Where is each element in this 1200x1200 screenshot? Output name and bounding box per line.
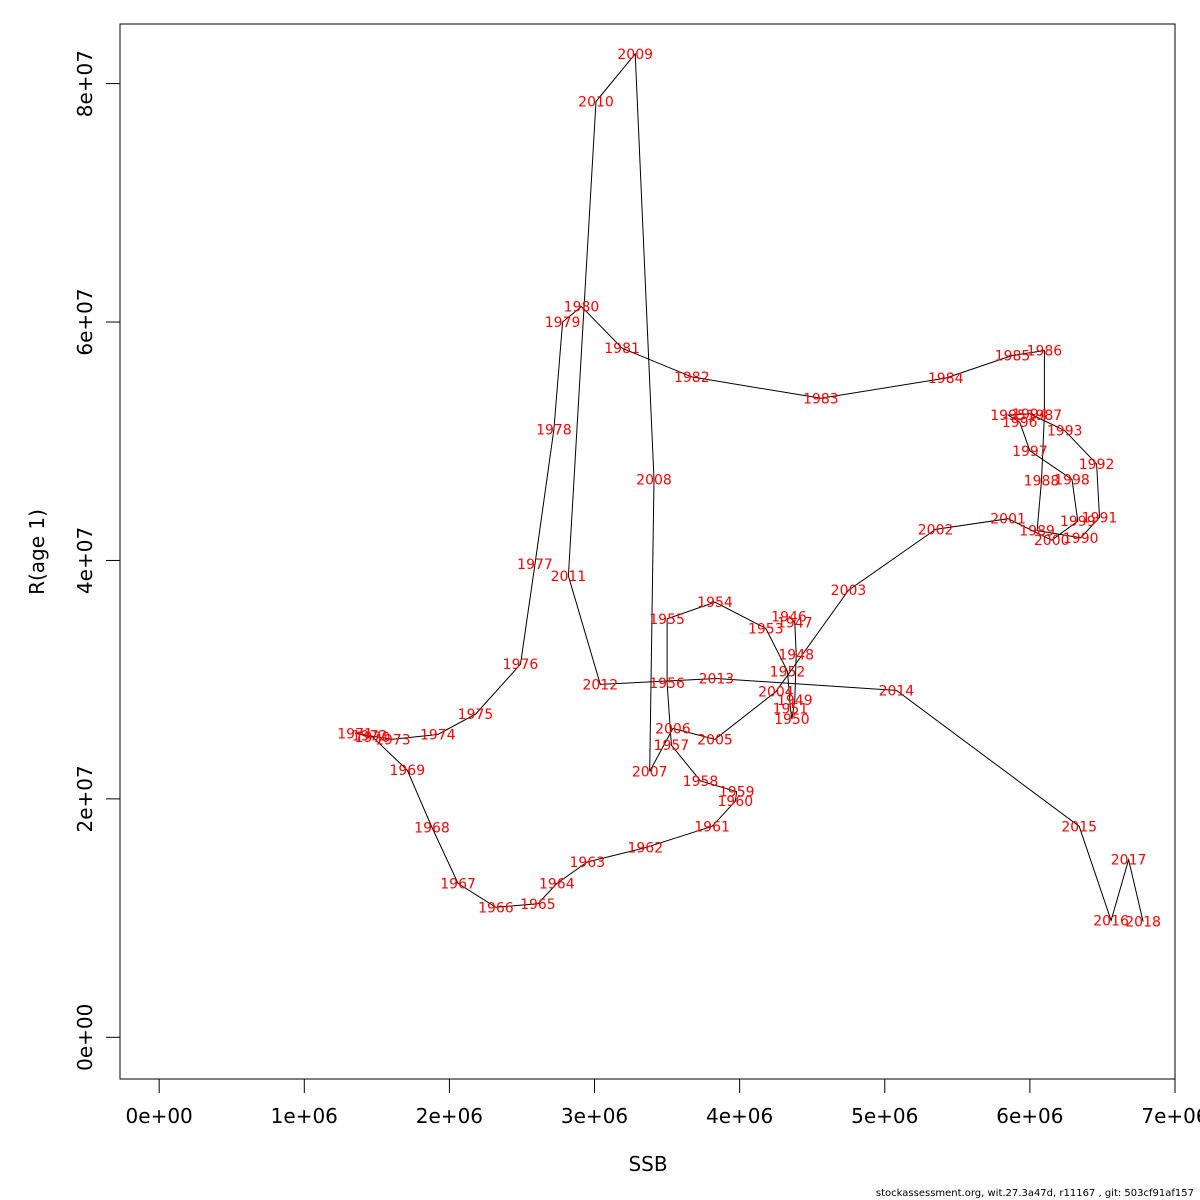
year-label: 1974	[420, 728, 456, 744]
year-label: 2008	[636, 472, 672, 488]
year-label: 1963	[569, 855, 605, 871]
year-label: 1971	[337, 726, 373, 742]
year-label: 1957	[654, 738, 690, 754]
year-label: 1975	[458, 707, 494, 723]
year-label: 1994	[1012, 407, 1048, 423]
x-tick-label: 6e+06	[996, 1104, 1063, 1128]
year-label: 1976	[503, 657, 539, 673]
year-label: 2003	[831, 583, 867, 599]
y-tick-label: 4e+07	[73, 527, 97, 594]
y-tick-label: 0e+00	[73, 1004, 97, 1071]
year-label: 1986	[1027, 344, 1063, 360]
y-axis-title: R(age 1)	[25, 509, 49, 595]
year-label: 1953	[748, 621, 784, 637]
year-label: 1983	[803, 391, 839, 407]
year-label: 2006	[655, 722, 691, 738]
y-tick-label: 6e+07	[73, 288, 97, 355]
year-label: 2012	[582, 677, 618, 693]
year-label: 2009	[617, 47, 653, 63]
x-axis-title: SSB	[628, 1152, 667, 1176]
year-label: 2014	[879, 683, 915, 699]
year-label: 1995	[990, 408, 1026, 424]
x-tick-label: 1e+06	[271, 1104, 338, 1128]
year-label: 1956	[649, 676, 685, 692]
x-tick-label: 2e+06	[416, 1104, 483, 1128]
year-label: 1951	[773, 701, 809, 717]
year-label: 2004	[758, 685, 794, 701]
footer-credit: stockassessment.org, wit.27.3a47d, r1116…	[875, 1188, 1194, 1199]
y-axis: 0e+00 2e+07 4e+07 6e+07 8e+07	[73, 50, 121, 1071]
year-label: 2017	[1111, 853, 1147, 869]
year-label: 1966	[478, 900, 514, 916]
year-label: 1991	[1082, 511, 1118, 527]
x-axis: 0e+00 1e+06 2e+06 3e+06 4e+06 5e+06 6e+06 7e+06	[126, 1078, 1200, 1128]
year-label: 1970	[355, 730, 391, 746]
year-label: 1949	[777, 693, 813, 709]
year-label: 1980	[564, 300, 600, 316]
year-label: 2016	[1093, 914, 1129, 930]
year-label: 1988	[1024, 474, 1060, 490]
year-label: 2005	[697, 732, 733, 748]
year-label: 2018	[1125, 915, 1161, 931]
year-label: 1954	[697, 595, 733, 611]
year-label: 2011	[551, 569, 587, 585]
year-label: 1997	[1012, 444, 1048, 460]
x-tick-label: 0e+00	[126, 1104, 193, 1128]
year-label: 1998	[1054, 472, 1090, 488]
year-label: 1979	[545, 315, 581, 331]
year-label: 2000	[1034, 533, 1070, 549]
x-tick-label: 4e+06	[706, 1104, 773, 1128]
y-tick-label: 8e+07	[73, 50, 97, 117]
year-label: 1950	[774, 712, 810, 728]
year-label: 1959	[719, 785, 755, 801]
year-label: 1962	[627, 841, 663, 857]
year-label: 1993	[1047, 424, 1083, 440]
x-tick-label: 3e+06	[561, 1104, 628, 1128]
year-label: 1982	[674, 370, 710, 386]
year-label: 2013	[699, 672, 735, 688]
year-label: 1987	[1027, 408, 1063, 424]
year-label: 1952	[770, 664, 806, 680]
year-label: 1996	[1002, 415, 1038, 431]
year-label: 2002	[918, 522, 954, 538]
year-label: 1961	[694, 819, 730, 835]
year-label: 1978	[536, 422, 572, 438]
year-label: 1992	[1079, 457, 1115, 473]
year-label: 1981	[604, 341, 640, 357]
series-line	[354, 52, 1144, 923]
x-tick-label: 7e+06	[1141, 1104, 1200, 1128]
year-label: 1965	[520, 897, 556, 913]
year-label: 2001	[990, 512, 1026, 528]
year-label: 2015	[1061, 819, 1097, 835]
year-label: 1985	[995, 348, 1031, 364]
year-label: 1999	[1060, 514, 1096, 530]
year-label: 2010	[578, 95, 614, 111]
year-label: 1960	[717, 794, 753, 810]
year-label: 1964	[539, 877, 575, 893]
year-label: 1958	[683, 774, 719, 790]
year-label: 1947	[777, 615, 813, 631]
year-label: 1946	[771, 610, 807, 626]
year-labels: 1946194719481949195019511952195319541955…	[337, 47, 1161, 931]
year-label: 1972	[352, 729, 388, 745]
y-tick-label: 2e+07	[73, 765, 97, 832]
recruitment-ssb-series	[354, 52, 1144, 923]
year-label: 2007	[632, 764, 668, 780]
year-label: 1977	[517, 557, 553, 573]
year-label: 1948	[778, 648, 814, 664]
plot-frame	[119, 23, 1176, 1080]
year-label: 1984	[928, 371, 964, 387]
year-label: 1967	[440, 877, 476, 893]
year-label: 1990	[1063, 531, 1099, 547]
year-label: 1969	[389, 763, 425, 779]
year-label: 1955	[649, 612, 685, 628]
year-label: 1989	[1019, 524, 1055, 540]
year-label: 1968	[414, 821, 450, 837]
year-label: 1973	[375, 732, 411, 748]
x-tick-label: 5e+06	[851, 1104, 918, 1128]
